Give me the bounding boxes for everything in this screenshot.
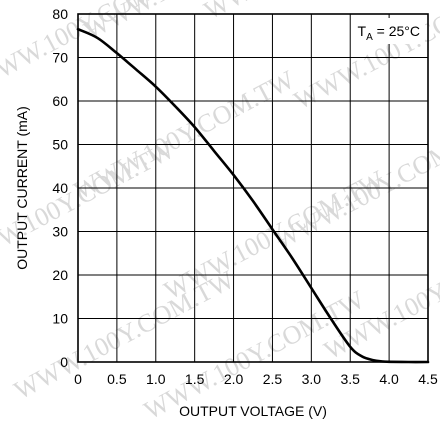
plot-frame <box>77 13 429 363</box>
temperature-annotation: TA = 25°C <box>353 18 425 44</box>
x-tick-label: 4.5 <box>418 371 438 387</box>
y-tick-label: 40 <box>52 180 68 196</box>
watermark-text: WWW.100Y.COM.TW <box>69 65 299 206</box>
x-tick-label: 2.5 <box>263 371 283 387</box>
y-tick-label: 80 <box>52 6 68 22</box>
y-axis-title: OUTPUT CURRENT (mA) <box>14 106 30 270</box>
temperature-annotation-text: TA = 25°C <box>358 23 420 43</box>
x-tick-label: 3.0 <box>302 371 322 387</box>
x-axis-title: OUTPUT VOLTAGE (V) <box>179 403 327 419</box>
y-tick-label: 0 <box>60 354 68 370</box>
x-tick-label: 4.0 <box>379 371 399 387</box>
y-tick-label: 70 <box>52 50 68 66</box>
x-tick-label: 3.5 <box>340 371 360 387</box>
y-tick-label: 60 <box>52 93 68 109</box>
y-tick-label: 50 <box>52 137 68 153</box>
series-line-output-current <box>76 27 430 364</box>
x-tick-label: 1.5 <box>185 371 205 387</box>
y-tick-labels: 0 10 20 30 40 50 60 70 80 <box>52 6 68 370</box>
x-tick-labels: 0 0.5 1.0 1.5 2.0 2.5 3.0 3.5 4.0 4.5 <box>74 371 438 387</box>
x-tick-label: 0.5 <box>107 371 127 387</box>
y-tick-label: 30 <box>52 224 68 240</box>
x-tick-label: 1.0 <box>146 371 166 387</box>
watermark-text: WWW.100Y.COM.TW <box>269 115 440 256</box>
y-tick-label: 20 <box>52 267 68 283</box>
x-tick-label: 2.0 <box>224 371 244 387</box>
y-tick-label: 10 <box>52 311 68 327</box>
x-tick-label: 0 <box>74 371 82 387</box>
